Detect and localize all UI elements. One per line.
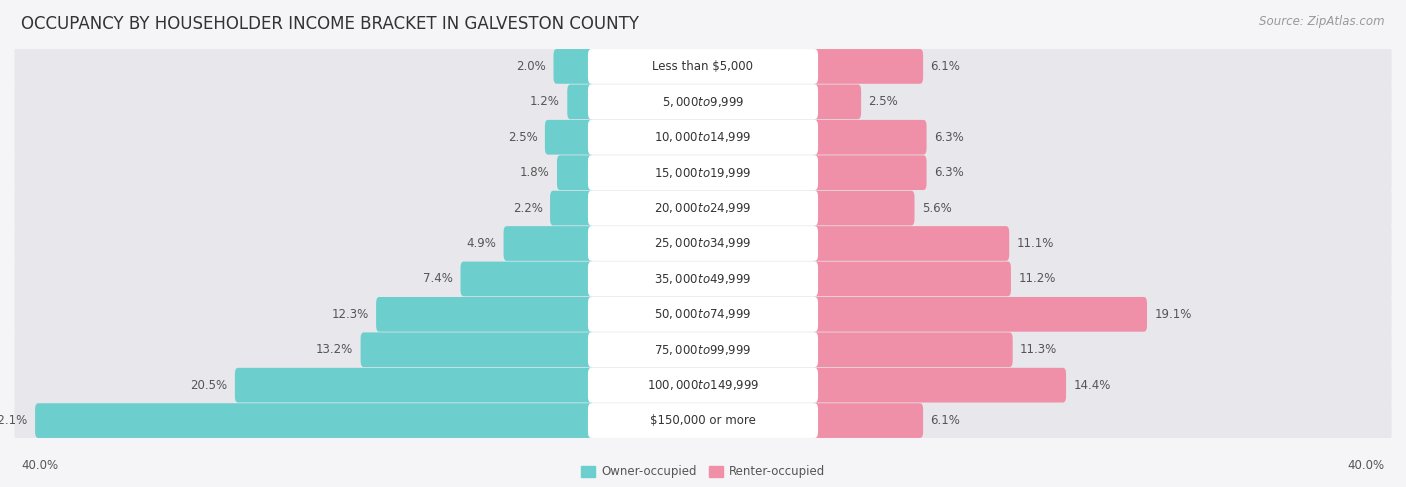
FancyBboxPatch shape — [14, 46, 1392, 87]
Text: $25,000 to $34,999: $25,000 to $34,999 — [654, 237, 752, 250]
Text: $75,000 to $99,999: $75,000 to $99,999 — [654, 343, 752, 357]
FancyBboxPatch shape — [811, 368, 1066, 403]
FancyBboxPatch shape — [588, 403, 818, 438]
Text: 2.5%: 2.5% — [508, 131, 537, 144]
Text: 13.2%: 13.2% — [316, 343, 353, 356]
FancyBboxPatch shape — [811, 226, 1010, 261]
Text: $35,000 to $49,999: $35,000 to $49,999 — [654, 272, 752, 286]
FancyBboxPatch shape — [811, 262, 1011, 296]
FancyBboxPatch shape — [811, 49, 924, 84]
FancyBboxPatch shape — [557, 155, 595, 190]
FancyBboxPatch shape — [14, 224, 1392, 263]
Text: $5,000 to $9,999: $5,000 to $9,999 — [662, 95, 744, 109]
Text: $15,000 to $19,999: $15,000 to $19,999 — [654, 166, 752, 180]
FancyBboxPatch shape — [811, 120, 927, 154]
Text: Less than $5,000: Less than $5,000 — [652, 60, 754, 73]
FancyBboxPatch shape — [14, 365, 1392, 405]
Text: $10,000 to $14,999: $10,000 to $14,999 — [654, 130, 752, 144]
FancyBboxPatch shape — [588, 262, 818, 296]
FancyBboxPatch shape — [811, 403, 924, 438]
FancyBboxPatch shape — [14, 400, 1392, 441]
FancyBboxPatch shape — [235, 368, 595, 403]
FancyBboxPatch shape — [14, 188, 1392, 228]
FancyBboxPatch shape — [588, 155, 818, 190]
Text: 11.3%: 11.3% — [1019, 343, 1057, 356]
Text: $100,000 to $149,999: $100,000 to $149,999 — [647, 378, 759, 392]
Text: 2.5%: 2.5% — [869, 95, 898, 108]
Text: 14.4%: 14.4% — [1073, 379, 1111, 392]
Text: 11.1%: 11.1% — [1017, 237, 1054, 250]
Text: 5.6%: 5.6% — [922, 202, 952, 215]
FancyBboxPatch shape — [550, 191, 595, 225]
Text: OCCUPANCY BY HOUSEHOLDER INCOME BRACKET IN GALVESTON COUNTY: OCCUPANCY BY HOUSEHOLDER INCOME BRACKET … — [21, 15, 640, 33]
FancyBboxPatch shape — [14, 294, 1392, 335]
FancyBboxPatch shape — [588, 84, 818, 119]
FancyBboxPatch shape — [811, 297, 1147, 332]
FancyBboxPatch shape — [461, 262, 595, 296]
FancyBboxPatch shape — [588, 333, 818, 367]
FancyBboxPatch shape — [567, 84, 595, 119]
Text: 32.1%: 32.1% — [0, 414, 28, 427]
FancyBboxPatch shape — [14, 82, 1392, 122]
FancyBboxPatch shape — [554, 49, 595, 84]
FancyBboxPatch shape — [14, 117, 1392, 157]
Text: 40.0%: 40.0% — [1348, 459, 1385, 472]
Text: 6.3%: 6.3% — [934, 166, 963, 179]
Text: $150,000 or more: $150,000 or more — [650, 414, 756, 427]
Text: 1.2%: 1.2% — [530, 95, 560, 108]
Text: 2.2%: 2.2% — [513, 202, 543, 215]
Text: 4.9%: 4.9% — [467, 237, 496, 250]
FancyBboxPatch shape — [14, 330, 1392, 370]
Text: 11.2%: 11.2% — [1018, 272, 1056, 285]
FancyBboxPatch shape — [588, 297, 818, 332]
FancyBboxPatch shape — [588, 49, 818, 84]
FancyBboxPatch shape — [14, 152, 1392, 193]
FancyBboxPatch shape — [14, 259, 1392, 299]
Text: 20.5%: 20.5% — [190, 379, 228, 392]
FancyBboxPatch shape — [375, 297, 595, 332]
Text: 19.1%: 19.1% — [1154, 308, 1192, 321]
Text: 12.3%: 12.3% — [332, 308, 368, 321]
Text: 7.4%: 7.4% — [423, 272, 453, 285]
FancyBboxPatch shape — [811, 333, 1012, 367]
FancyBboxPatch shape — [35, 403, 595, 438]
FancyBboxPatch shape — [503, 226, 595, 261]
FancyBboxPatch shape — [588, 120, 818, 154]
FancyBboxPatch shape — [811, 155, 927, 190]
FancyBboxPatch shape — [811, 191, 914, 225]
Text: Source: ZipAtlas.com: Source: ZipAtlas.com — [1260, 15, 1385, 28]
FancyBboxPatch shape — [588, 368, 818, 403]
Text: 6.1%: 6.1% — [931, 414, 960, 427]
FancyBboxPatch shape — [546, 120, 595, 154]
Text: 6.3%: 6.3% — [934, 131, 963, 144]
Text: $50,000 to $74,999: $50,000 to $74,999 — [654, 307, 752, 321]
FancyBboxPatch shape — [811, 84, 860, 119]
FancyBboxPatch shape — [588, 226, 818, 261]
Text: 40.0%: 40.0% — [21, 459, 58, 472]
Text: 2.0%: 2.0% — [516, 60, 547, 73]
FancyBboxPatch shape — [360, 333, 595, 367]
Text: 1.8%: 1.8% — [520, 166, 550, 179]
Text: $20,000 to $24,999: $20,000 to $24,999 — [654, 201, 752, 215]
Text: 6.1%: 6.1% — [931, 60, 960, 73]
Legend: Owner-occupied, Renter-occupied: Owner-occupied, Renter-occupied — [576, 461, 830, 483]
FancyBboxPatch shape — [588, 191, 818, 225]
